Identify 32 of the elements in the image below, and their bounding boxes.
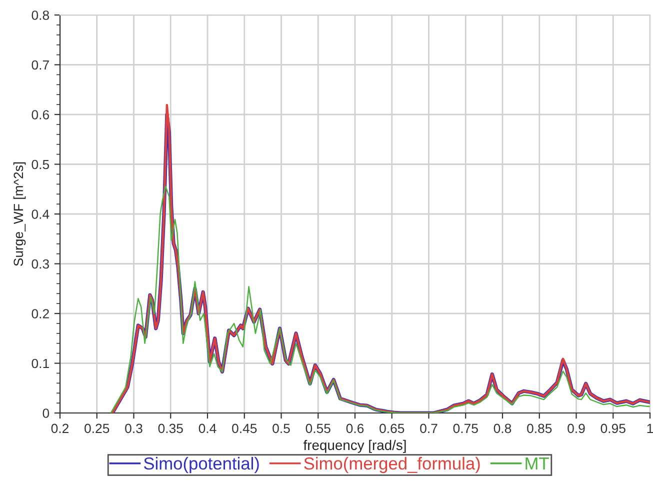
y-axis-title: Surge_WF [m^2s] bbox=[13, 162, 26, 266]
x-tick-label: 0.25 bbox=[84, 424, 110, 434]
x-tick-label: 0.8 bbox=[494, 424, 512, 434]
y-tick-label: 0.6 bbox=[32, 110, 50, 120]
x-tick-label: 0.65 bbox=[380, 424, 404, 434]
y-tick-label: 0.4 bbox=[32, 210, 50, 219]
x-tick-label: 0.85 bbox=[527, 424, 552, 434]
x-tick-label: 0.7 bbox=[420, 424, 438, 434]
x-tick-label: 0.6 bbox=[346, 424, 364, 434]
y-tick-label: 0.8 bbox=[32, 10, 50, 20]
x-tick-label: 1 bbox=[647, 424, 653, 433]
y-tick-label: 0.2 bbox=[32, 309, 49, 318]
x-axis-title: frequency [rad/s] bbox=[303, 440, 406, 453]
y-tick-label: 0.7 bbox=[32, 60, 49, 70]
y-tick-label: 0.5 bbox=[32, 160, 50, 170]
x-tick-label: 0.3 bbox=[125, 424, 142, 434]
y-tick-label: 0.1 bbox=[32, 358, 49, 368]
legend-label: MT bbox=[526, 458, 549, 470]
legend-label: Simo(potential) bbox=[144, 456, 259, 474]
legend-label: Simo(merged_formula) bbox=[304, 456, 480, 474]
y-tick-label: 0 bbox=[42, 408, 50, 418]
x-tick-label: 0.55 bbox=[306, 424, 330, 434]
x-tick-label: 0.35 bbox=[158, 424, 183, 434]
x-tick-label: 0.9 bbox=[568, 424, 585, 434]
x-tick-label: 0.5 bbox=[272, 424, 290, 434]
x-tick-label: 0.2 bbox=[51, 424, 69, 434]
line-series bbox=[110, 186, 650, 413]
y-tick-label: 0.3 bbox=[32, 259, 50, 269]
x-tick-label: 0.4 bbox=[198, 424, 216, 434]
x-tick-label: 0.75 bbox=[453, 424, 478, 434]
x-tick-label: 0.95 bbox=[600, 424, 626, 434]
x-tick-label: 0.45 bbox=[232, 424, 257, 434]
